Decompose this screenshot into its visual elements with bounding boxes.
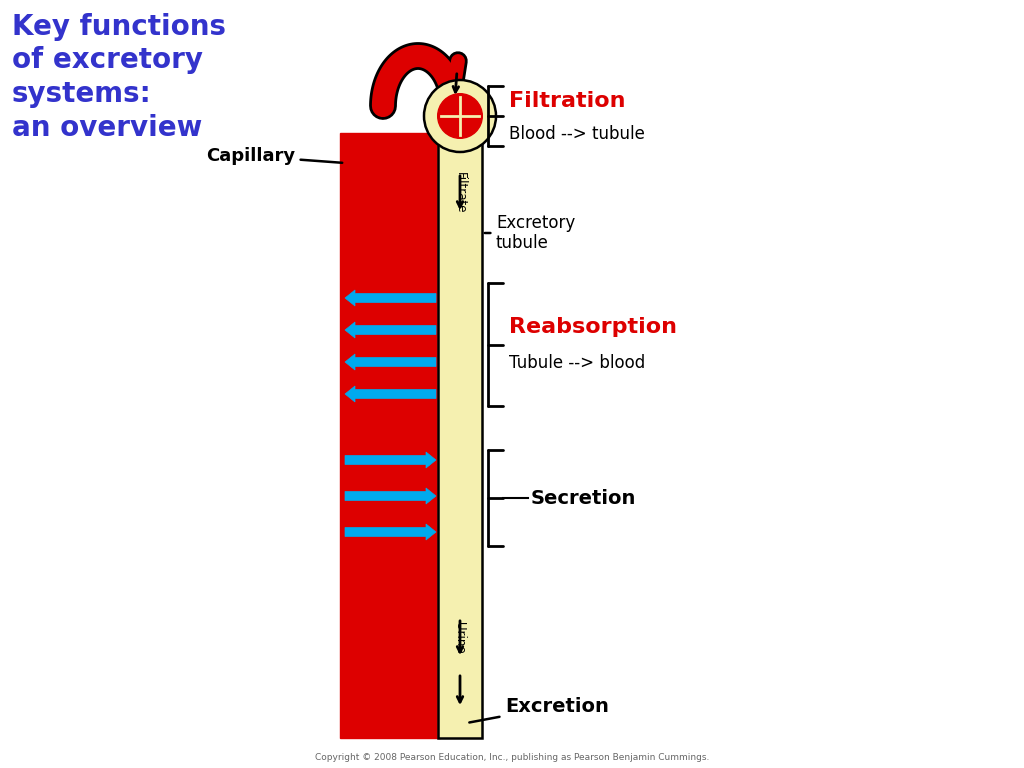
- FancyArrow shape: [345, 488, 436, 504]
- Text: Reabsorption: Reabsorption: [509, 316, 677, 336]
- FancyArrow shape: [345, 322, 436, 338]
- FancyArrow shape: [345, 290, 436, 306]
- Circle shape: [437, 94, 482, 138]
- Bar: [340, 133, 440, 738]
- Text: Secretion: Secretion: [531, 488, 636, 508]
- Text: Urine: Urine: [454, 622, 467, 654]
- Text: Key functions
of excretory
systems:
an overview: Key functions of excretory systems: an o…: [12, 13, 226, 141]
- Text: Filtration: Filtration: [509, 91, 626, 111]
- Text: Filtrate: Filtrate: [454, 172, 467, 214]
- Text: Copyright © 2008 Pearson Education, Inc., publishing as Pearson Benjamin Cumming: Copyright © 2008 Pearson Education, Inc.…: [314, 753, 710, 762]
- Bar: [438, 133, 482, 738]
- FancyArrow shape: [345, 354, 436, 370]
- FancyArrow shape: [345, 386, 436, 402]
- Circle shape: [424, 80, 496, 152]
- Text: Tubule --> blood: Tubule --> blood: [509, 353, 645, 372]
- Text: Blood --> tubule: Blood --> tubule: [509, 125, 645, 143]
- Text: Capillary: Capillary: [206, 147, 342, 165]
- FancyArrow shape: [345, 524, 436, 540]
- Text: Excretory
tubule: Excretory tubule: [484, 214, 575, 253]
- Text: Excretion: Excretion: [469, 697, 609, 723]
- FancyArrow shape: [345, 452, 436, 468]
- Bar: [438, 133, 482, 738]
